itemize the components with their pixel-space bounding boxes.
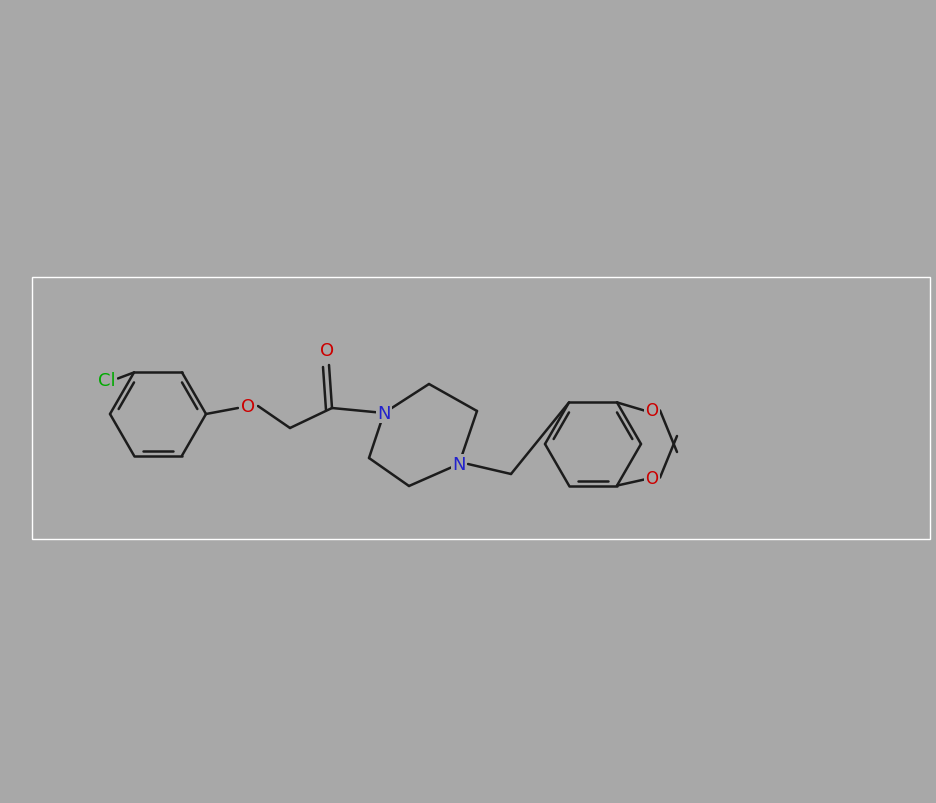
Bar bbox=[32, 278, 930, 540]
Text: O: O bbox=[241, 397, 256, 415]
Text: O: O bbox=[646, 469, 659, 487]
Text: Cl: Cl bbox=[98, 372, 116, 390]
Text: N: N bbox=[377, 405, 390, 422]
Text: O: O bbox=[320, 341, 334, 360]
Text: O: O bbox=[646, 402, 659, 420]
Text: N: N bbox=[377, 405, 390, 422]
Text: N: N bbox=[452, 455, 466, 474]
